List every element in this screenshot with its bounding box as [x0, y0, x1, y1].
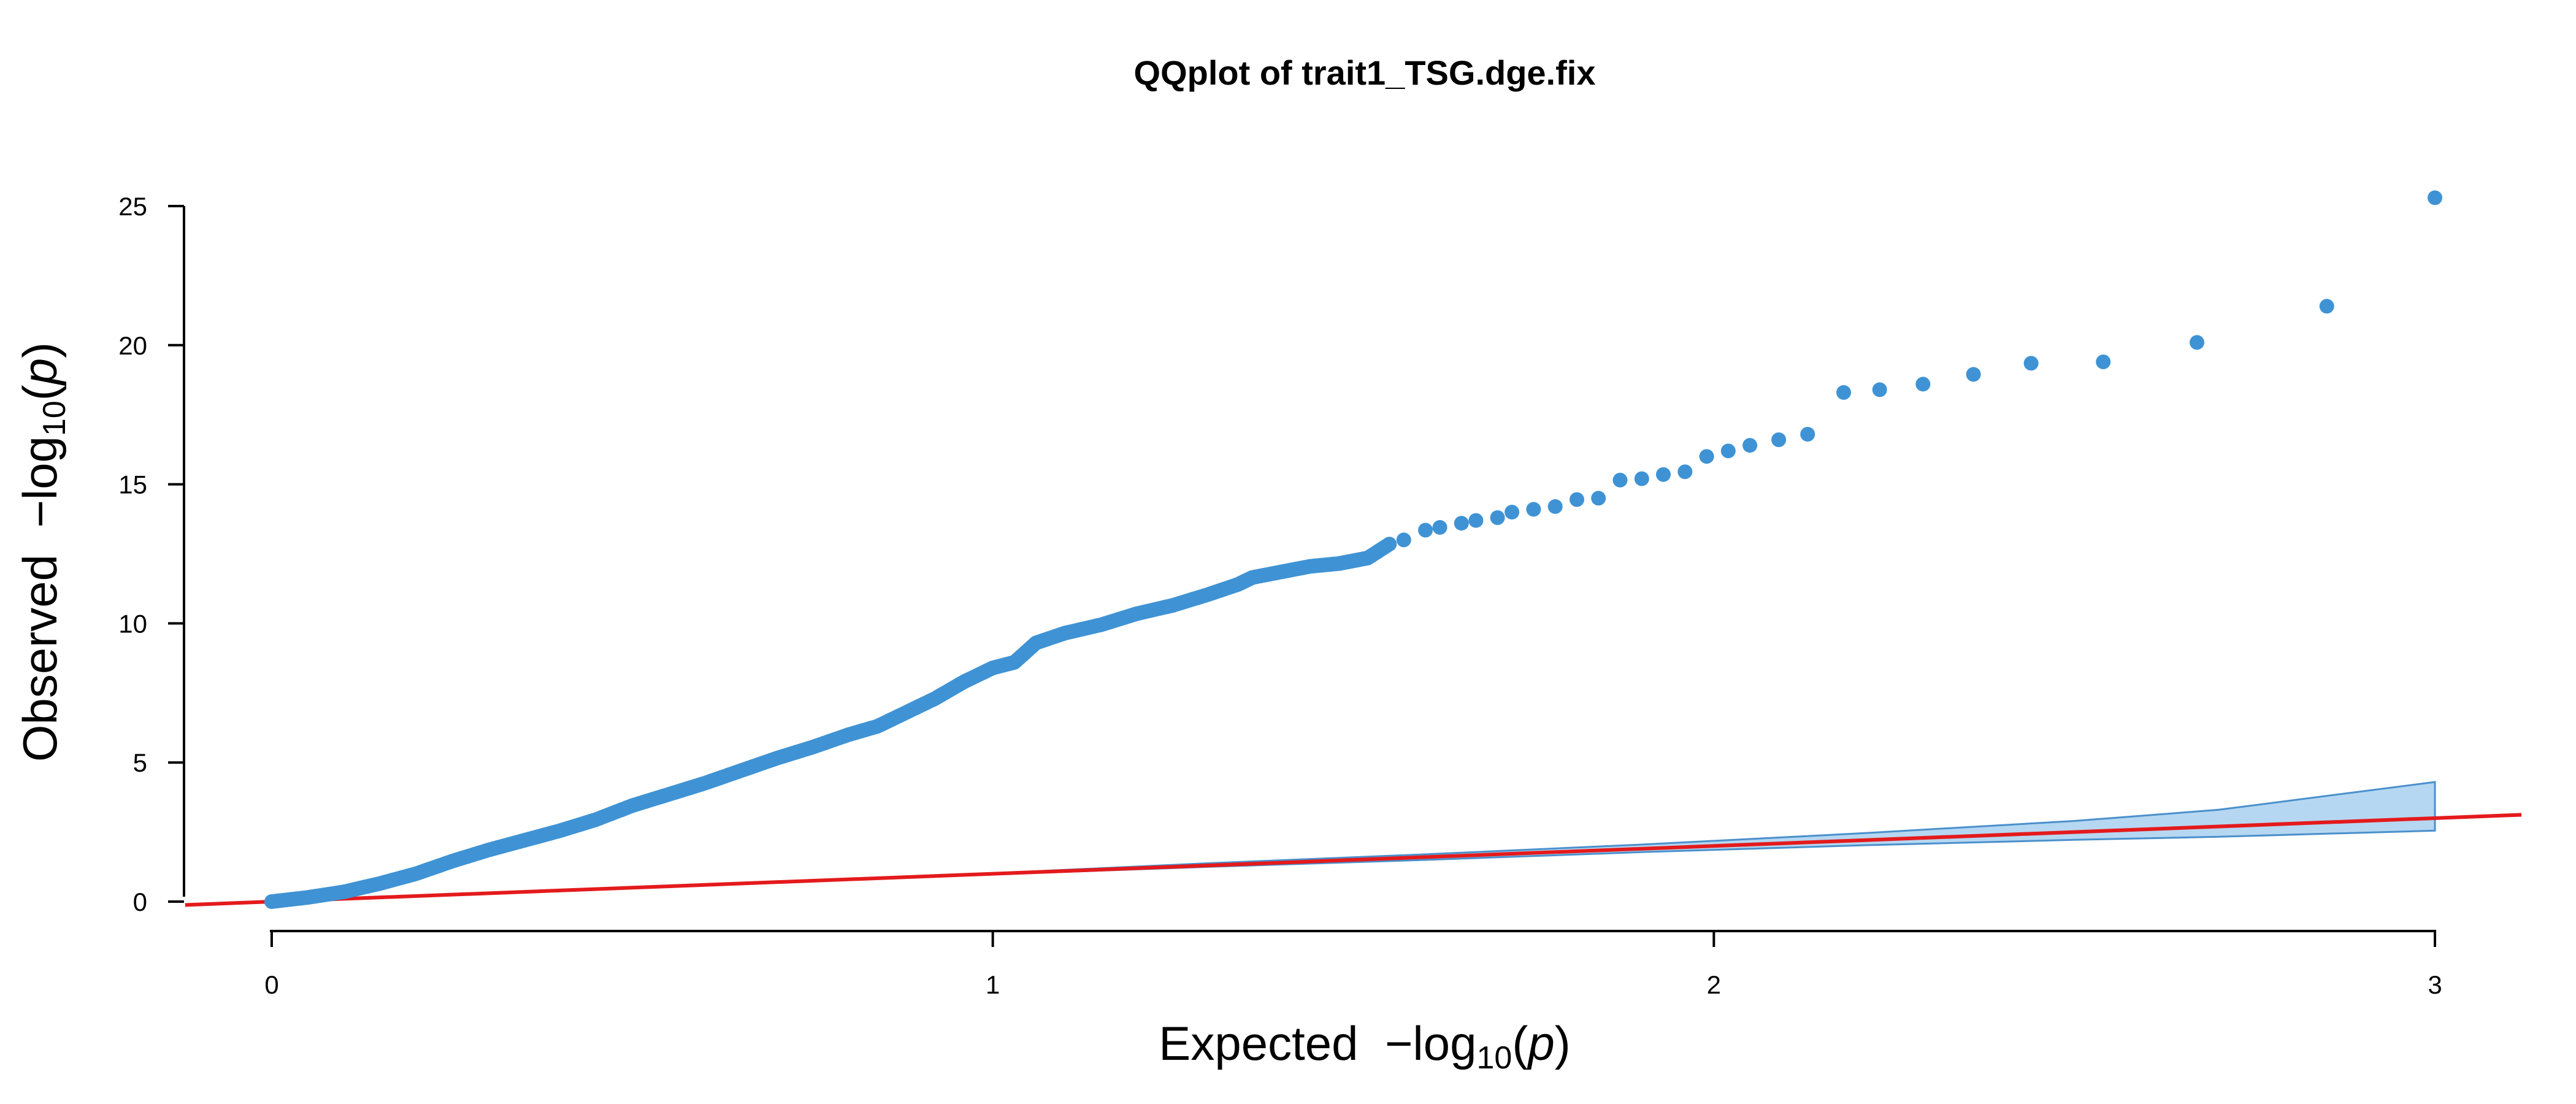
- data-point: [1454, 516, 1469, 531]
- data-point: [1915, 377, 1931, 392]
- data-point: [2190, 335, 2204, 350]
- data-point: [1547, 499, 1563, 514]
- data-point: [1836, 385, 1851, 400]
- data-point: [1656, 467, 1671, 482]
- data-point: [1505, 505, 1520, 519]
- plot-points: [264, 190, 2442, 909]
- y-tick-label: 0: [133, 887, 147, 916]
- y-tick-label: 25: [118, 192, 147, 221]
- data-point: [1771, 432, 1787, 447]
- reference-line: [185, 813, 2522, 907]
- y-tick-label: 15: [118, 470, 147, 499]
- data-point: [1418, 523, 1433, 538]
- y-tick-label: 10: [118, 609, 147, 638]
- data-point: [1570, 492, 1584, 507]
- data-point: [1966, 367, 1981, 382]
- x-tick-label: 3: [2428, 970, 2442, 999]
- data-point: [2319, 299, 2334, 314]
- chart-title: QQplot of trait1_TSG.dge.fix: [1134, 53, 1596, 92]
- data-point: [1720, 443, 1736, 459]
- data-point: [1872, 382, 1887, 397]
- y-axis-title: Observed −log10(p): [13, 342, 72, 762]
- data-point: [1382, 537, 1397, 552]
- data-point: [1468, 513, 1484, 528]
- data-point: [2023, 356, 2039, 371]
- x-ticks: 0 1 2 3: [264, 931, 2442, 999]
- x-tick-label: 1: [986, 970, 1000, 999]
- x-tick-label: 0: [264, 970, 278, 999]
- data-point: [1490, 510, 1505, 525]
- data-point: [1612, 472, 1628, 488]
- data-point: [1742, 438, 1758, 453]
- y-tick-label: 20: [118, 331, 147, 360]
- y-ticks: 0 5 10 15 20 25: [118, 192, 184, 916]
- y-tick-label: 5: [133, 748, 147, 777]
- data-point: [1432, 519, 1447, 535]
- data-point: [2428, 190, 2442, 205]
- data-point: [2096, 355, 2111, 369]
- data-point: [1800, 427, 1815, 442]
- data-point: [1591, 491, 1606, 506]
- data-point: [1526, 502, 1541, 517]
- x-axis-title: Expected −log10(p): [1159, 1016, 1570, 1076]
- data-point: [1396, 532, 1411, 548]
- data-point: [1677, 464, 1693, 480]
- x-tick-label: 2: [1707, 970, 1721, 999]
- data-point: [1634, 471, 1649, 486]
- data-point: [1699, 449, 1714, 464]
